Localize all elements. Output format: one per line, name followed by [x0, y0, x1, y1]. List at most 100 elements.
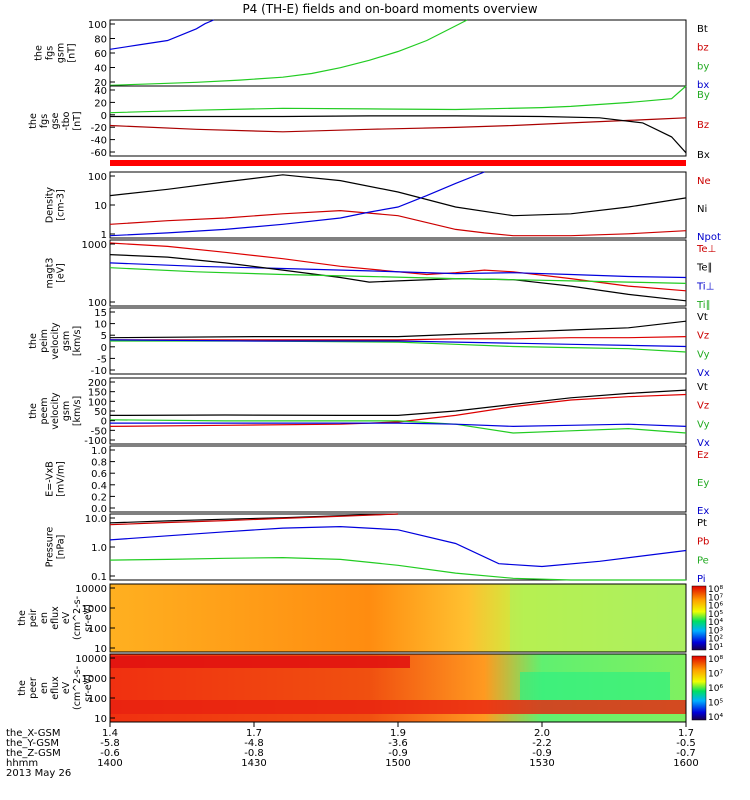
xaxis-value: -0.8 [244, 748, 264, 759]
legend-velocity_gsm_wide: Vz [697, 401, 709, 412]
xaxis-value: 1500 [385, 758, 410, 769]
chart-title: P4 (TH-E) fields and on-board moments ov… [242, 2, 537, 16]
legend-efield: Ez [697, 450, 709, 461]
panel-pressure: 10.0 1.0 0.1 Pressure [nPa] Pt Pb Pe Pi [45, 513, 709, 585]
xaxis-value: -5.8 [100, 738, 120, 749]
ylabel-fgs_mag: the fgs gsm [nT] [34, 43, 78, 63]
xaxis-value: -0.5 [676, 738, 696, 749]
ytick-label: 40 [94, 64, 107, 75]
xaxis-row-label: the_Z-GSM [6, 748, 61, 759]
ytick-label: -100 [84, 436, 107, 447]
legend-fgs_mag: bx [697, 80, 709, 91]
ytick-label: 100 [88, 694, 107, 705]
legend-fgs_gse: Bz [697, 120, 709, 131]
ylabel-peer_spectrogram: the peer en eflux eV (cm^2-s-sr-eV) [17, 666, 94, 710]
ytick-label: -10 [91, 366, 107, 377]
legend-efield: Ey [697, 478, 709, 489]
ytick-label: 1 [101, 230, 107, 241]
ytick-label: 0.4 [91, 481, 107, 492]
panel-efield: 1.00.80.60.40.20.0 E=-VxB [mV/m] Ez Ey Ex [45, 445, 709, 517]
fgs_mag-frame [109, 19, 687, 87]
xaxis-value: -0.7 [676, 748, 696, 759]
temperature-frame [109, 239, 687, 307]
ytick-label: 10.0 [85, 514, 107, 525]
ylabel-line: gsm [61, 331, 72, 351]
series-npot [109, 171, 485, 237]
xaxis-value: 1430 [241, 758, 266, 769]
peer_spectrogram-colorbar [691, 655, 707, 721]
ylabel-line: the [28, 113, 39, 129]
xaxis-value: -0.9 [388, 748, 408, 759]
ytick-label: 10000 [75, 654, 107, 665]
ytick-label: 150 [88, 388, 107, 399]
series-vt [109, 389, 687, 416]
xaxis-row-label: the_X-GSM [6, 728, 60, 739]
ylabel-line: fgs [39, 114, 50, 128]
ytick-label: 1.0 [91, 446, 107, 457]
legend-fgs_mag: bz [697, 43, 709, 54]
ylabel-pressure: Pressure [nPa] [45, 527, 67, 568]
ylabel-line: peem [39, 398, 50, 425]
ylabel-line: [km/s] [72, 326, 83, 356]
colorbar-label: 10⁷ [708, 670, 723, 680]
series-vz [110, 336, 687, 341]
ylabel-efield: E=-VxB [mV/m] [45, 461, 67, 497]
colorbar-label: 10⁶ [708, 602, 723, 612]
ytick-label: 10 [94, 320, 107, 331]
ytick-label: 1.0 [91, 543, 107, 554]
panel-fgs_mag: 100 80 60 40 20 the fgs gsm [nT] Bt bz by bx [34, 19, 709, 91]
xaxis-row-label: hhmm [6, 758, 38, 769]
peer-high-band [110, 656, 410, 668]
colorbar-label: 10⁵ [708, 699, 723, 709]
ylabel-line: en [39, 612, 50, 624]
ylabel-line: the [17, 610, 28, 626]
ytick-label: 1000 [82, 604, 107, 615]
legend-temperature: Te⊥ [696, 244, 716, 255]
legend-velocity_gsm: Vx [697, 368, 710, 379]
ylabel-line: [nPa] [56, 535, 67, 560]
ylabel-line: [eV] [56, 263, 67, 283]
efield-frame [109, 445, 687, 513]
ytick-label: -40 [91, 136, 107, 147]
date-label: 2013 May 26 [6, 768, 71, 779]
legend-density: Npot [697, 232, 721, 243]
ytick-label: 100 [88, 624, 107, 635]
colorbar-label: 10⁴ [708, 618, 723, 628]
ytick-label: 10 [94, 714, 107, 725]
colorbar-label: 10⁸ [708, 655, 723, 665]
ytick-label: 0 [101, 343, 107, 354]
series-te [109, 242, 687, 292]
legend-pressure: Pb [697, 537, 709, 548]
series-ni [109, 174, 687, 217]
colorbar-label: 10³ [708, 626, 723, 636]
legend-density: Ni [697, 204, 707, 215]
ytick-label: 20 [94, 98, 107, 109]
ytick-label: 0.0 [91, 504, 107, 515]
density-frame [109, 171, 687, 239]
ylabel-peir_spectrogram: the peir en eflux eV (cm^2-s-sr-eV) [17, 596, 94, 640]
legend-velocity_gsm_wide: Vy [697, 419, 710, 430]
legend-temperature: Ti⊥ [696, 281, 714, 292]
xaxis-value: 1.9 [390, 728, 406, 739]
ytick-label: 1000 [82, 674, 107, 685]
ytick-label: 100 [88, 172, 107, 183]
legend-efield: Ex [697, 506, 709, 517]
legend-velocity_gsm_wide: Vt [697, 382, 708, 393]
colorbar-label: 10² [708, 635, 723, 645]
ylabel-line: [nT] [72, 111, 83, 130]
ylabel-line: eV [61, 681, 72, 694]
ylabel-line: velocity [50, 322, 61, 360]
series-pb [109, 513, 399, 526]
series-vt [109, 320, 687, 339]
ytick-label: 15 [94, 308, 107, 319]
ylabel-velocity_gsm_wide: the peem velocity gsm [km/s] [28, 392, 83, 430]
series-te [109, 254, 687, 302]
ylabel-line: sr-eV) [83, 674, 94, 702]
xaxis-value: -0.9 [532, 748, 552, 759]
ylabel-line: -tbo [61, 111, 72, 130]
legend-velocity_gsm_wide: Vx [697, 438, 710, 449]
peer-green-patch [520, 672, 670, 700]
